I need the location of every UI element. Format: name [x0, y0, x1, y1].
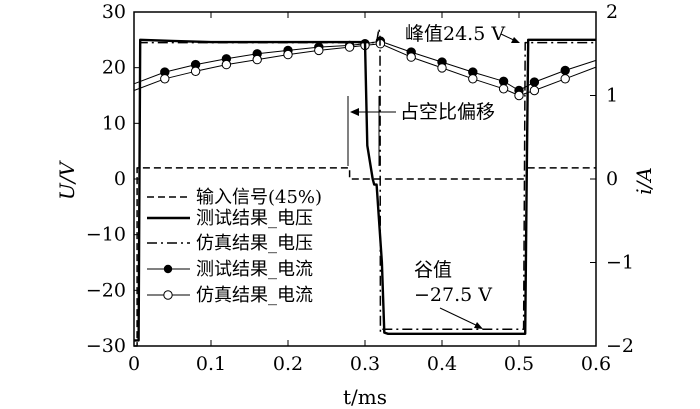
- annotation-duty-label: 占空比偏移: [400, 101, 495, 123]
- annotation-valley-value: −27.5 V: [414, 284, 492, 306]
- legend-label-test-voltage: 测试结果_电压: [196, 208, 313, 229]
- y-tick-label: −30: [86, 335, 126, 357]
- legend-marker-test-current: [163, 264, 173, 274]
- annotation-peak: 峰值24.5 V: [405, 23, 520, 45]
- x-tick-label: 0: [128, 353, 140, 375]
- x-tick-label: 0.2: [273, 353, 303, 375]
- legend-box: [141, 180, 347, 308]
- series-4-point: [560, 74, 570, 84]
- series-4-point: [514, 90, 524, 101]
- legend-entry-test-voltage: 测试结果_电压: [147, 208, 313, 229]
- tick-layer: 0 0.1 0.2 0.3 0.4 0.5 0.63020100−10−20−30210−1…: [86, 1, 634, 375]
- y2-axis-label: i/A: [632, 167, 656, 195]
- series-4-point: [283, 49, 293, 60]
- y2-tick-label: 0: [606, 168, 618, 190]
- x-tick-label: 0.6: [581, 353, 611, 375]
- legend-label-input: 输入信号(45%): [196, 187, 322, 208]
- series-3-point: [560, 65, 570, 76]
- x-tick-label: 0.5: [504, 353, 534, 375]
- y-tick-label: 0: [114, 168, 126, 190]
- y-tick-label: 20: [102, 57, 126, 79]
- series-4-point: [344, 42, 355, 52]
- legend-entry-sim-current: 仿真结果_电流: [147, 285, 313, 306]
- annotation-valley-arrowhead: [474, 322, 483, 329]
- x-tick-label: 0.1: [196, 353, 226, 375]
- annotation-peak-label: 峰值24.5 V: [405, 23, 505, 45]
- annotation-valley-arrow: [439, 307, 481, 328]
- legend-marker-sim-current: [163, 290, 173, 300]
- series-4-point: [468, 74, 478, 84]
- series-4-point: [437, 63, 447, 73]
- y-tick-label: −10: [86, 224, 126, 246]
- legend-label-test-current: 测试结果_电流: [196, 259, 313, 280]
- series-line-0: [134, 167, 596, 347]
- series-4-point: [314, 45, 324, 56]
- annotation-duty: 占空比偏移: [347, 96, 495, 166]
- y2-tick-label: −2: [606, 335, 634, 357]
- series-4-point: [498, 84, 509, 94]
- x-tick-label: 0.4: [427, 353, 457, 375]
- annotation-duty-arrowhead: [350, 108, 359, 116]
- y2-tick-label: 1: [606, 85, 618, 107]
- y-tick-label: 10: [102, 112, 126, 134]
- series-4-point: [221, 59, 232, 70]
- y-tick-label: −20: [86, 279, 126, 301]
- annotation-peak-arrowhead: [511, 37, 520, 43]
- annotation-valley-title: 谷值: [414, 259, 452, 281]
- series-3-point: [529, 77, 540, 87]
- legend-label-sim-current: 仿真结果_电流: [196, 285, 313, 306]
- series-4-point: [529, 85, 540, 96]
- series-4-point: [252, 54, 262, 65]
- legend-entry-input: 输入信号(45%): [147, 187, 322, 208]
- series-4-point: [190, 66, 201, 77]
- x-tick-label: 0.3: [350, 353, 380, 375]
- x-axis-label: t/ms: [343, 385, 387, 409]
- legend-entry-test-current: 测试结果_电流: [147, 259, 313, 280]
- series-line-1: [134, 38, 596, 342]
- series-line-2: [134, 27, 596, 342]
- y2-tick-label: 2: [606, 1, 618, 23]
- y-axis-label: U/V: [55, 159, 79, 200]
- annotation-valley: 谷值 −27.5 V: [408, 255, 500, 329]
- series-4-point: [406, 52, 416, 62]
- series-4-point: [160, 74, 170, 84]
- annotation-valley-backdrop: [408, 255, 500, 307]
- y2-tick-label: −1: [606, 252, 634, 274]
- legend: 输入信号(45%) 测试结果_电压 仿真结果_电压 测试结果_电流 仿真结果_电…: [141, 180, 347, 308]
- legend-entry-sim-voltage: 仿真结果_电压: [147, 233, 313, 254]
- series-layer: [133, 27, 597, 347]
- y-tick-label: 30: [102, 1, 126, 23]
- legend-label-sim-voltage: 仿真结果_电压: [196, 233, 313, 254]
